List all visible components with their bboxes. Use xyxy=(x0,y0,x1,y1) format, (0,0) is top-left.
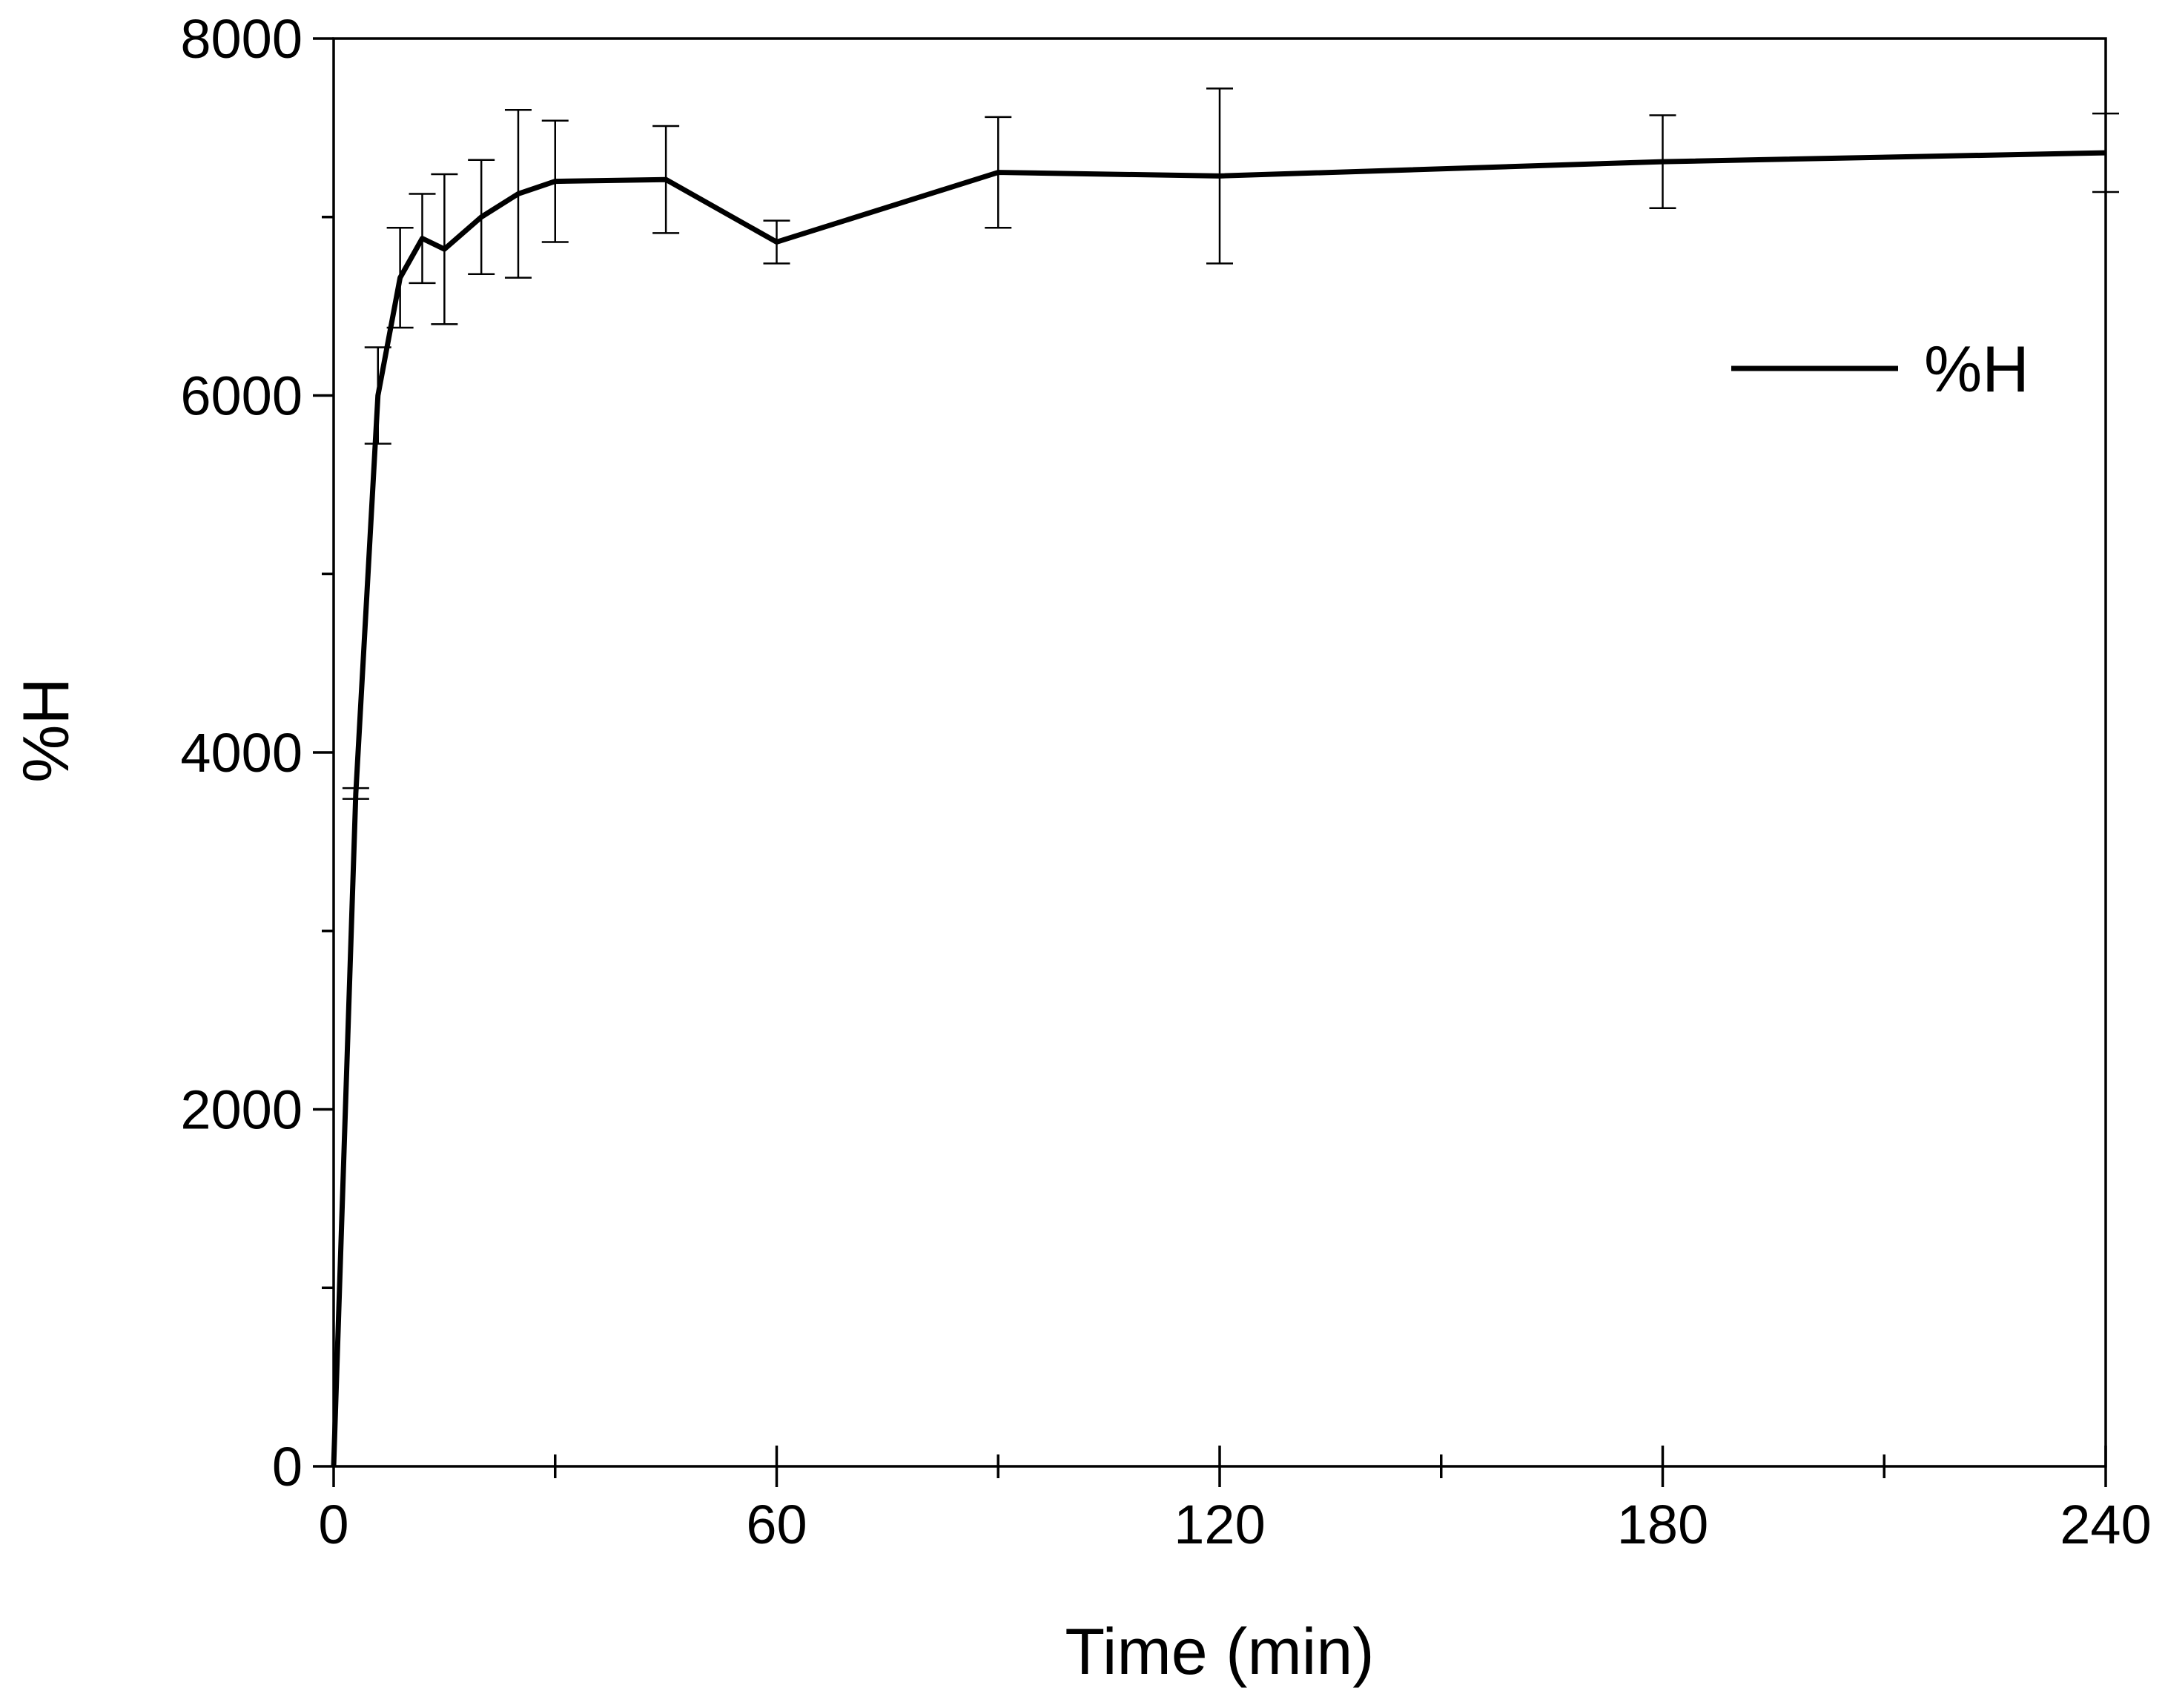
legend-label: %H xyxy=(1924,332,2029,406)
y-tick-label: 2000 xyxy=(180,1079,303,1141)
y-axis-title: %H xyxy=(9,678,82,783)
x-tick-label: 120 xyxy=(1174,1494,1265,1555)
x-axis-title: Time (min) xyxy=(1065,1615,1374,1688)
x-tick-label: 60 xyxy=(746,1494,807,1555)
x-tick-label: 240 xyxy=(2060,1494,2151,1555)
y-tick-label: 4000 xyxy=(180,722,303,784)
error-bars xyxy=(342,87,2119,800)
y-tick-label: 6000 xyxy=(180,365,303,427)
x-tick-label: 0 xyxy=(318,1494,348,1555)
y-tick-label: 0 xyxy=(272,1436,303,1497)
x-axis-ticks: 0 60 120 180 240 xyxy=(318,1446,2152,1555)
series-line xyxy=(331,150,2106,1467)
series-lines xyxy=(331,150,2106,1467)
legend: %H xyxy=(1731,332,2029,406)
x-tick-label: 180 xyxy=(1617,1494,1708,1555)
y-tick-label: 8000 xyxy=(180,8,303,70)
y-axis-ticks: 0 2000 4000 6000 8000 xyxy=(180,8,334,1497)
